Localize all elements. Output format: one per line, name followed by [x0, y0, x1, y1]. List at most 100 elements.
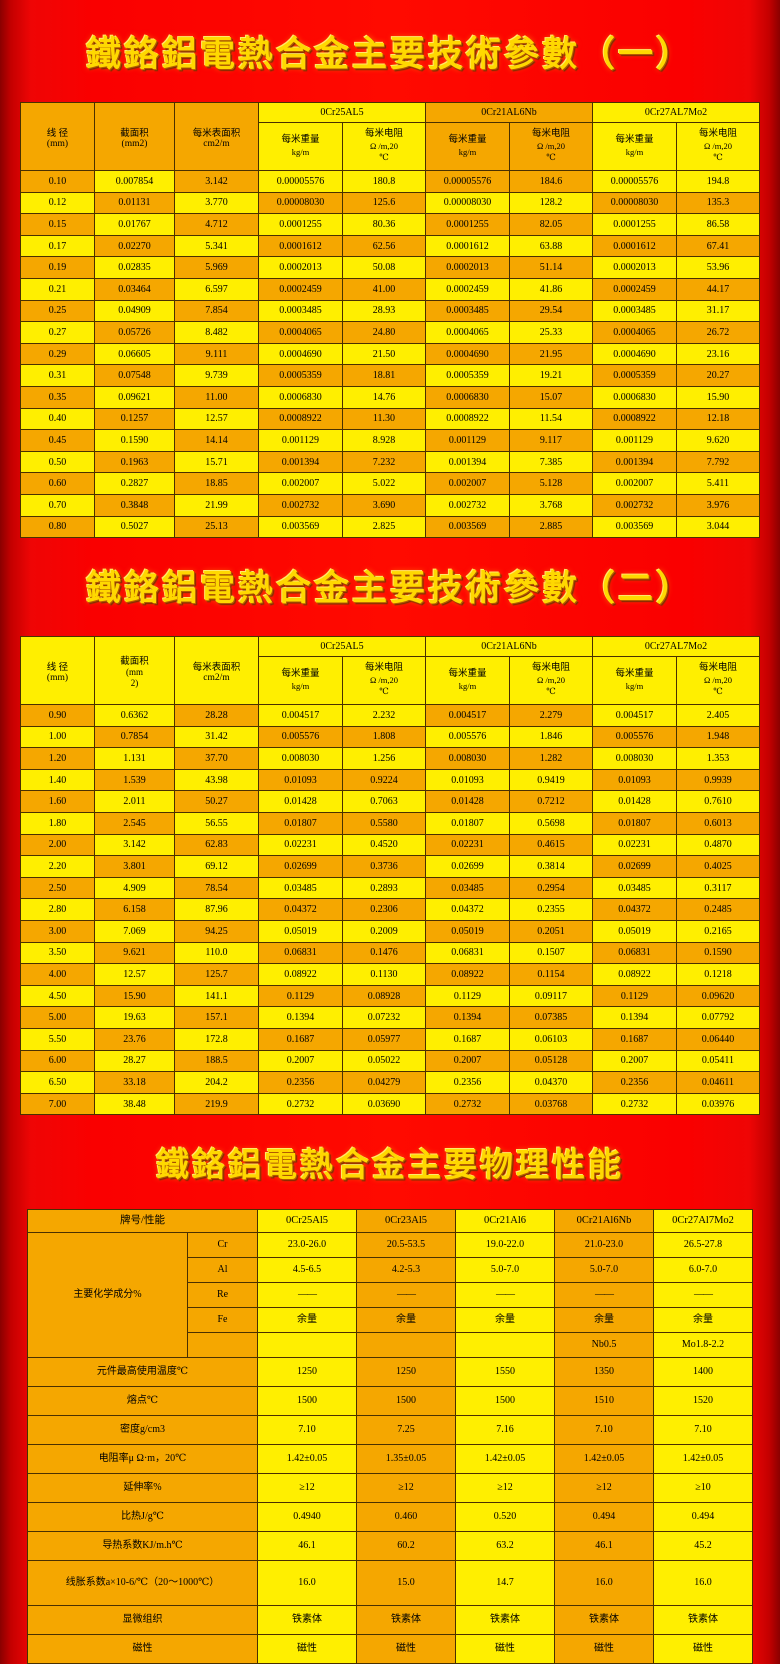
cell-weight-a3: 0.003569 — [591, 515, 677, 539]
cell-diameter: 3.50 — [19, 941, 95, 965]
phys-chem-row: Al 4.5-6.5 4.2-5.3 5.0-7.0 5.0-7.0 6.0-7.0 — [27, 1257, 753, 1284]
cell-surface: 9.111 — [173, 342, 259, 366]
phys-chem-value: 23.0-26.0 — [257, 1232, 357, 1259]
cell-surface: 9.739 — [173, 364, 259, 387]
cell-surface: 31.42 — [173, 725, 259, 749]
phys-property-value: 1.42±0.05 — [455, 1444, 555, 1475]
table-row: 1.60 2.011 50.27 0.01428 0.7063 0.01428 0.7212… — [19, 790, 761, 814]
cell-diameter: 0.29 — [19, 342, 95, 366]
cell-resistance-a3: 12.18 — [675, 407, 761, 431]
cell-resistance-a2: 0.7212 — [508, 790, 593, 814]
cell-resistance-a2: 0.4615 — [508, 833, 593, 857]
table-row: 0.17 0.02270 5.341 0.0001612 62.56 0.0001612 6… — [19, 234, 761, 258]
cell-resistance-a3: 194.8 — [675, 170, 761, 193]
cell-area: 2.545 — [93, 812, 175, 835]
header-weight-a3: 每米重量 kg/m — [591, 656, 677, 706]
cell-resistance-a2: 0.1507 — [508, 941, 593, 965]
cell-surface: 50.27 — [173, 790, 259, 814]
phys-chem-value: 4.5-6.5 — [257, 1257, 357, 1284]
phys-chem-value: —— — [356, 1282, 456, 1309]
cell-resistance-a1: 0.2306 — [341, 898, 426, 922]
cell-weight-a2: 0.0002459 — [424, 277, 510, 301]
cell-resistance-a3: 7.792 — [675, 450, 761, 474]
phys-property-value: 0.460 — [356, 1502, 456, 1533]
cell-weight-a1: 0.06831 — [257, 941, 343, 965]
cell-weight-a1: 0.001129 — [257, 429, 343, 452]
phys-property-row: 熔点℃ 1500 1500 1500 1510 1520 — [26, 1386, 753, 1417]
cell-resistance-a3: 31.17 — [675, 299, 761, 323]
table-row: 6.00 28.27 188.5 0.2007 0.05022 0.2007 0.05128… — [19, 1049, 761, 1073]
phys-chem-value: 余量 — [257, 1307, 357, 1334]
cell-weight-a2: 0.0001255 — [424, 213, 510, 236]
cell-resistance-a2: 0.3814 — [508, 855, 593, 878]
table-row: 2.20 3.801 69.12 0.02699 0.3736 0.02699 0.3814… — [19, 855, 761, 878]
phys-chem-value: 21.0-23.0 — [554, 1232, 654, 1259]
cell-weight-a3: 0.002732 — [591, 493, 677, 517]
cell-surface: 69.12 — [173, 855, 259, 878]
phys-property-value: 铁素体 — [257, 1605, 357, 1636]
phys-header-corner: 牌号/性能 — [26, 1209, 259, 1234]
header-diameter: 线 径 (mm) — [19, 636, 95, 706]
cell-weight-a3: 0.001129 — [591, 429, 677, 452]
cell-area: 0.01767 — [93, 213, 175, 236]
cell-weight-a2: 0.0004065 — [424, 321, 510, 344]
cell-resistance-a3: 0.09620 — [675, 984, 761, 1008]
table-row: 7.00 38.48 219.9 0.2732 0.03690 0.2732 0.03768… — [19, 1092, 761, 1116]
cell-resistance-a1: 0.1130 — [341, 963, 426, 986]
cell-surface: 7.854 — [173, 299, 259, 323]
phys-property-value: 1.42±0.05 — [653, 1444, 753, 1475]
cell-weight-a1: 0.0004690 — [257, 342, 343, 366]
cell-surface: 15.71 — [173, 450, 259, 474]
cell-resistance-a1: 1.808 — [341, 725, 426, 749]
cell-resistance-a3: 1.948 — [675, 725, 761, 749]
cell-diameter: 7.00 — [19, 1092, 95, 1116]
table-row: 0.25 0.04909 7.854 0.0003485 28.93 0.0003485 2… — [19, 299, 761, 323]
phys-property-value: 铁素体 — [455, 1605, 555, 1636]
phys-property-label: 线胀系数a×10-6/℃（20～1000℃） — [26, 1560, 259, 1607]
cell-resistance-a1: 0.05977 — [341, 1028, 426, 1051]
cell-weight-a3: 0.2356 — [591, 1071, 677, 1094]
cell-area: 0.1963 — [93, 450, 175, 474]
cell-resistance-a3: 0.4025 — [675, 855, 761, 878]
header-weight-a2: 每米重量 kg/m — [424, 656, 510, 706]
cell-weight-a2: 0.003569 — [424, 515, 510, 539]
cell-resistance-a2: 82.05 — [508, 213, 593, 236]
table-row: 2.80 6.158 87.96 0.04372 0.2306 0.04372 0.2355… — [19, 898, 761, 922]
phys-property-label: 磁性 — [26, 1634, 259, 1664]
cell-area: 4.909 — [93, 876, 175, 900]
cell-weight-a1: 0.0008922 — [257, 407, 343, 431]
phys-property-value: 46.1 — [257, 1531, 357, 1562]
cell-resistance-a1: 3.690 — [341, 493, 426, 517]
technical-parameters-table-1: 线 径 (mm) 截面积 (mm2) 每米表面积 cm2/m 0Cr25AL5 … — [19, 102, 761, 539]
cell-diameter: 5.50 — [19, 1028, 95, 1051]
cell-weight-a3: 0.001394 — [591, 450, 677, 474]
cell-surface: 56.55 — [173, 812, 259, 835]
phys-property-value: 46.1 — [554, 1531, 654, 1562]
cell-diameter: 1.20 — [19, 747, 95, 770]
phys-property-value: 1350 — [554, 1357, 654, 1388]
table-row: 0.19 0.02835 5.969 0.0002013 50.08 0.0002013 5… — [19, 256, 761, 279]
phys-property-label: 延伸率% — [26, 1473, 259, 1504]
cell-surface: 5.341 — [173, 234, 259, 258]
cell-diameter: 2.20 — [19, 855, 95, 878]
cell-resistance-a3: 0.9939 — [675, 768, 761, 792]
cell-resistance-a3: 86.58 — [675, 213, 761, 236]
phys-property-value: ≥10 — [653, 1473, 753, 1504]
cell-resistance-a2: 0.05128 — [508, 1049, 593, 1073]
page-title-technical-parameters-1: 鐵鉻鋁電熱合金主要技術參數（一） — [85, 34, 694, 75]
cell-weight-a2: 0.01807 — [424, 812, 510, 835]
table-row: 0.10 0.007854 3.142 0.00005576 180.8 0.000055… — [19, 170, 761, 193]
cell-resistance-a1: 125.6 — [341, 191, 426, 215]
cell-weight-a1: 0.2732 — [257, 1092, 343, 1116]
phys-property-value: 1500 — [356, 1386, 456, 1417]
cell-weight-a3: 0.08922 — [591, 963, 677, 986]
cell-resistance-a2: 3.768 — [508, 493, 593, 517]
cell-resistance-a3: 44.17 — [675, 277, 761, 301]
cell-surface: 125.7 — [173, 963, 259, 986]
table-2-header-row-top: 线 径 (mm) 截面积 (mm 2) 每米表面积 cm2/m 0Cr25AL5… — [19, 636, 761, 706]
cell-area: 33.18 — [93, 1071, 175, 1094]
phys-property-label: 熔点℃ — [26, 1386, 259, 1417]
cell-resistance-a2: 63.88 — [508, 234, 593, 258]
cell-resistance-a3: 135.3 — [675, 191, 761, 215]
phys-property-label: 比热J/g℃ — [26, 1502, 259, 1533]
